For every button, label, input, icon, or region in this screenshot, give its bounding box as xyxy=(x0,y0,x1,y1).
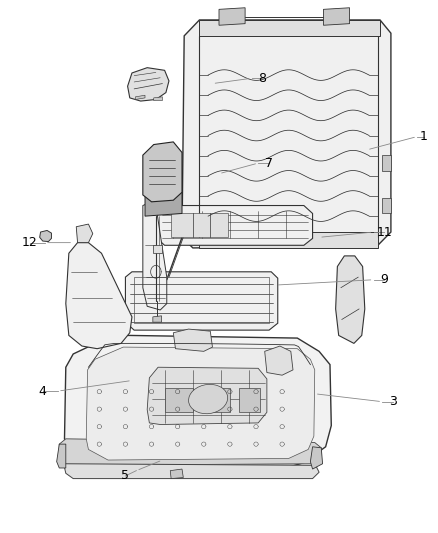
Polygon shape xyxy=(64,335,331,473)
Polygon shape xyxy=(182,216,199,237)
Polygon shape xyxy=(143,202,167,310)
Polygon shape xyxy=(59,439,321,465)
Polygon shape xyxy=(156,206,313,245)
Ellipse shape xyxy=(189,384,228,414)
Text: 4: 4 xyxy=(39,385,47,398)
Polygon shape xyxy=(125,272,278,330)
Polygon shape xyxy=(153,316,162,322)
Polygon shape xyxy=(201,389,230,413)
Text: 7: 7 xyxy=(265,157,273,169)
Polygon shape xyxy=(127,68,169,101)
Polygon shape xyxy=(199,20,380,36)
Polygon shape xyxy=(311,447,322,469)
Text: 5: 5 xyxy=(121,470,129,482)
Polygon shape xyxy=(86,347,315,460)
Polygon shape xyxy=(323,8,350,25)
Text: 8: 8 xyxy=(258,72,266,85)
Polygon shape xyxy=(57,444,66,468)
Polygon shape xyxy=(76,224,93,243)
Polygon shape xyxy=(165,389,193,413)
Polygon shape xyxy=(382,155,391,171)
Polygon shape xyxy=(382,198,391,214)
Polygon shape xyxy=(154,97,162,101)
Polygon shape xyxy=(170,469,184,479)
Polygon shape xyxy=(153,245,162,253)
Polygon shape xyxy=(143,142,182,202)
Text: 11: 11 xyxy=(377,225,392,239)
Text: 9: 9 xyxy=(381,273,389,286)
Polygon shape xyxy=(145,192,182,216)
Polygon shape xyxy=(64,464,319,479)
Polygon shape xyxy=(135,95,145,100)
Polygon shape xyxy=(171,214,228,237)
Polygon shape xyxy=(147,367,267,424)
Polygon shape xyxy=(182,20,391,248)
Polygon shape xyxy=(199,232,378,248)
Polygon shape xyxy=(40,230,51,241)
Polygon shape xyxy=(336,256,365,343)
Text: 3: 3 xyxy=(389,395,397,408)
Text: 12: 12 xyxy=(22,236,38,249)
Polygon shape xyxy=(265,346,293,375)
Polygon shape xyxy=(219,8,245,25)
Polygon shape xyxy=(239,389,260,413)
Polygon shape xyxy=(173,329,212,351)
Text: 1: 1 xyxy=(420,130,427,143)
Polygon shape xyxy=(66,243,132,349)
